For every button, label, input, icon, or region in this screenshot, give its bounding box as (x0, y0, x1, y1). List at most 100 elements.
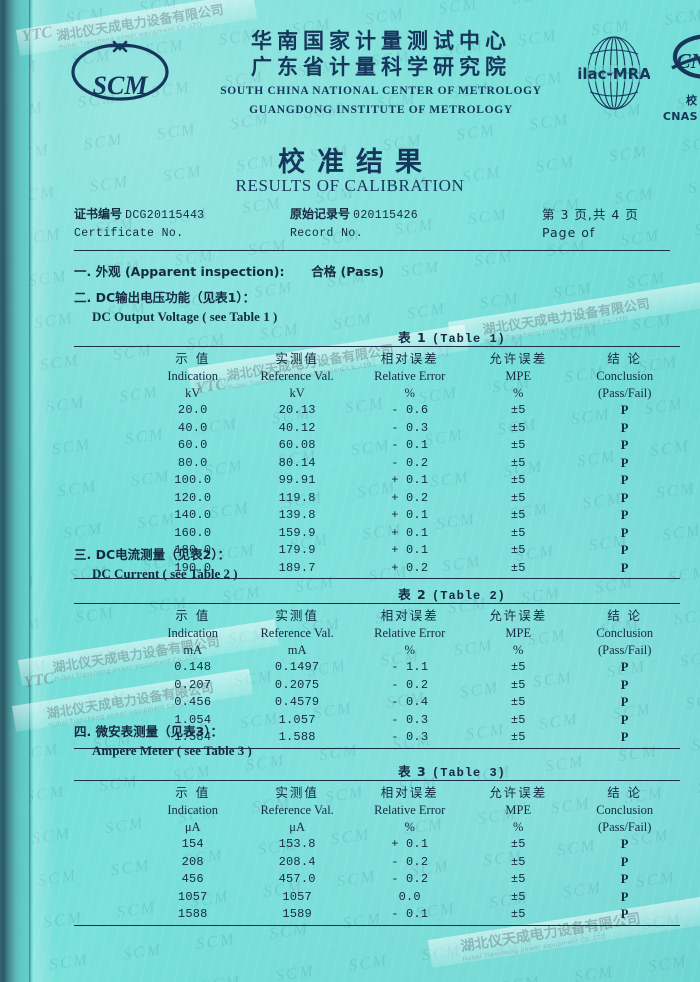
table-row: 100.0 99.91 + 0.1 ±5 P (74, 472, 680, 490)
row-spacer-cell (74, 525, 144, 543)
cell-mpe: ±5 (510, 854, 526, 869)
page-number-block: 第 3 页,共 4 页 Page of (542, 206, 639, 242)
table-1-col-conclusion-cn: 结 论 (607, 351, 643, 366)
section-2-title-en: DC Output Voltage ( see Table 1 ) (92, 309, 278, 324)
section-1-result: 合格 (Pass) (311, 264, 385, 279)
table-2-dc-current: 示 值 实测值 相对误差 允许误差 结 论 Indication Referen… (74, 605, 680, 747)
table-1-bottom-rule (74, 578, 680, 579)
row-spacer-cell (74, 677, 144, 695)
cell-relative-error: 0.0 (398, 889, 421, 904)
table-1-col-mpe-cn: 允许误差 (489, 351, 548, 366)
row-spacer-cell (74, 455, 144, 473)
cell-mpe: ±5 (510, 438, 526, 452)
binding-strip (0, 0, 30, 982)
cell-mpe: ±5 (510, 525, 526, 540)
cell-relative-error: + 0.2 (391, 490, 429, 505)
table-2-col-indication-en: Indication (167, 626, 219, 640)
table-2-top-rule (74, 603, 680, 604)
cell-indication: 154 (181, 837, 204, 851)
table-3-col-indication-en: Indication (167, 803, 219, 817)
table-3-bottom-rule (74, 924, 680, 926)
table-2-unit-conclusion: (Pass/Fail) (597, 643, 652, 657)
cell-mpe: ±5 (510, 490, 526, 505)
cell-reference-value: 179.9 (278, 543, 316, 557)
certificate-number-label-en: Certificate No. (74, 227, 184, 240)
row-spacer-cell (74, 871, 144, 889)
table-1-spacer-cell (74, 348, 144, 368)
cell-conclusion: P (620, 403, 629, 417)
table-2-spacer-cell-en (74, 625, 144, 642)
table-row: 1057 1057 0.0 ±5 P (74, 889, 680, 907)
table-1-header-cn: 示 值 实测值 相对误差 允许误差 结 论 (74, 348, 680, 368)
table-row: 20.0 20.13 - 0.6 ±5 P (74, 402, 680, 420)
table-row: 40.0 40.12 - 0.3 ±5 P (74, 420, 680, 438)
table-3-col-error-en: Relative Error (374, 803, 446, 817)
cell-mpe: ±5 (510, 473, 526, 487)
table-3-spacer-cell-unit (74, 819, 144, 836)
cell-mpe: ±5 (510, 907, 526, 921)
page-number-en: Page of (542, 225, 596, 240)
cell-conclusion: P (620, 907, 629, 921)
table-1-unit-conclusion: (Pass/Fail) (597, 386, 652, 400)
table-1-col-mpe-en: MPE (505, 369, 532, 383)
table-3-col-reference-cn: 实测值 (275, 785, 319, 800)
cell-relative-error: - 1.1 (391, 660, 429, 674)
cell-mpe: ±5 (510, 730, 526, 744)
org-name-en-line1: SOUTH CHINA NATIONAL CENTER OF METROLOGY (220, 85, 542, 97)
cell-relative-error: - 0.2 (391, 455, 429, 470)
cell-conclusion: P (620, 695, 629, 709)
table-3-ampere-meter: 示 值 实测值 相对误差 允许误差 结 论 Indication Referen… (74, 782, 680, 924)
table-1-caption-en: (Table 1) (432, 332, 506, 346)
table-row: 180.0 179.9 + 0.1 ±5 P (74, 542, 680, 560)
cell-reference-value: 139.8 (278, 508, 316, 522)
table-row: 80.0 80.14 - 0.2 ±5 P (74, 455, 680, 473)
table-2-col-reference-en: Reference Val. (260, 626, 334, 640)
cell-relative-error: - 0.3 (391, 712, 429, 727)
cell-reference-value: 0.2075 (274, 677, 320, 692)
table-3-unit-error: % (404, 820, 415, 834)
cell-reference-value: 189.7 (278, 560, 316, 575)
record-number-label-cn: 原始记录号 (290, 207, 351, 221)
cnas-logo-mark: CNAS (671, 34, 700, 79)
cell-mpe: ±5 (510, 455, 526, 470)
section-dc-current: 三. DC电流测量（见表2）： DC Current ( see Table 2… (74, 545, 680, 749)
table-1-unit-indication: kV (185, 386, 201, 400)
table-1-spacer-cell-unit (74, 385, 144, 402)
table-2-head: 示 值 实测值 相对误差 允许误差 结 论 Indication Referen… (74, 605, 680, 659)
table-row: 60.0 60.08 - 0.1 ±5 P (74, 437, 680, 455)
cell-mpe: ±5 (510, 420, 526, 435)
cell-reference-value: 119.8 (278, 490, 316, 505)
table-3-header-en: Indication Reference Val. Relative Error… (74, 802, 680, 819)
cell-conclusion: P (620, 889, 629, 904)
cell-reference-value: 80.14 (278, 455, 316, 470)
table-1-col-error-cn: 相对误差 (380, 351, 439, 366)
row-spacer-cell (74, 402, 144, 420)
table-2-unit-error: % (404, 643, 415, 657)
row-spacer-cell (74, 490, 144, 508)
org-name-cn-line1: 华南国家计量测试中心 (251, 29, 511, 53)
table-2-caption-cn: 表 2 (398, 587, 427, 602)
cell-conclusion: P (620, 490, 629, 505)
table-1-caption: 表 1 (Table 1) (74, 327, 680, 346)
section-2-title-cn: 二. DC输出电压功能（见表1）： (74, 290, 256, 305)
cell-conclusion: P (620, 473, 629, 487)
cell-indication: 1588 (177, 907, 208, 921)
org-name-en-line2: GUANGDONG INSTITUTE OF METROLOGY (249, 104, 513, 116)
table-3-caption-en: (Table 3) (432, 766, 506, 780)
cell-indication: 80.0 (177, 455, 208, 470)
table-2-bottom-rule (74, 747, 680, 749)
cell-relative-error: - 0.2 (391, 872, 429, 886)
table-row: 0.456 0.4579 - 0.4 ±5 P (74, 694, 680, 712)
table-row: 0.148 0.1497 - 1.1 ±5 P (74, 659, 680, 677)
table-3-spacer-cell (74, 782, 144, 802)
table-3-col-mpe-en: MPE (505, 803, 532, 817)
cell-conclusion: P (620, 677, 629, 692)
binding-shadow (33, 0, 55, 982)
table-row: 154 153.8 + 0.1 ±5 P (74, 836, 680, 854)
table-3-head: 示 值 实测值 相对误差 允许误差 结 论 Indication Referen… (74, 782, 680, 836)
watermark-company-bottom-en: Hubei Tiancheng power equipment Co.,LTD (462, 933, 607, 964)
cell-mpe: ±5 (510, 695, 526, 709)
table-3-col-indication-cn: 示 值 (175, 785, 211, 800)
table-3-header-units: μA μA % % (Pass/Fail) (74, 819, 680, 836)
record-number-label-en: Record No. (290, 227, 364, 240)
